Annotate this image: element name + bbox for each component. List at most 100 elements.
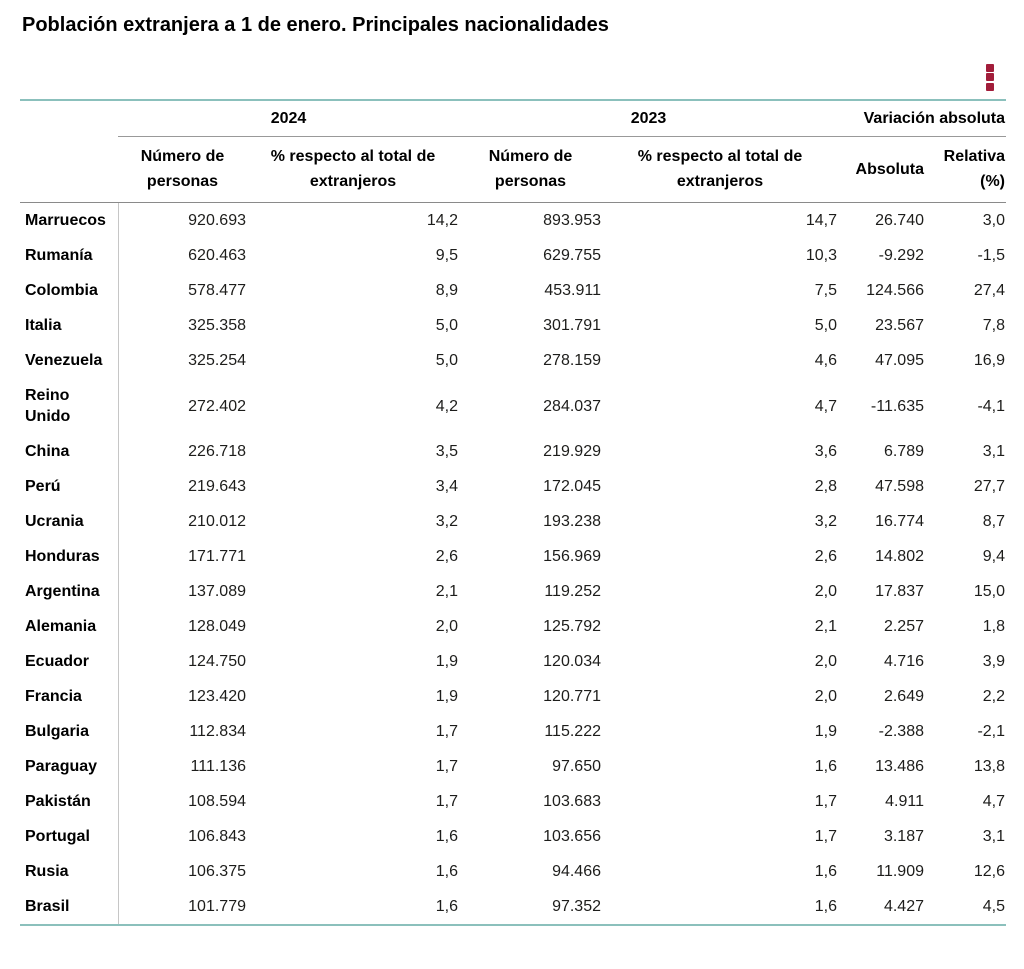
cell: 578.477: [188, 282, 246, 299]
row-label: Alemania: [20, 609, 119, 644]
cell: -1,5: [977, 247, 1006, 264]
cell: 12,6: [973, 863, 1006, 880]
cell: 4,2: [435, 397, 458, 415]
cell: 156.969: [543, 548, 601, 565]
table-row: Francia 123.420 1,9 120.771 2,0 2.649 2,2: [20, 679, 1006, 714]
table-row: Ecuador 124.750 1,9 120.034 2,0 4.716 3,9: [20, 644, 1006, 679]
cell: -11.635: [870, 397, 924, 415]
cell: 2,0: [814, 583, 837, 600]
cell: 9,4: [982, 548, 1006, 565]
cell: 2.257: [883, 618, 924, 635]
options-menu-button[interactable]: [986, 62, 994, 92]
row-label: Pakistán: [20, 784, 119, 819]
table-row: Brasil 101.779 1,6 97.352 1,6 4.427 4,5: [20, 889, 1006, 925]
table-row: Italia 325.358 5,0 301.791 5,0 23.567 7,8: [20, 308, 1006, 343]
cell: 124.566: [866, 282, 924, 299]
cell: -2.388: [878, 723, 924, 740]
cell: 3,2: [435, 513, 458, 530]
cell: 16.774: [875, 513, 924, 530]
cell: 124.750: [188, 653, 246, 670]
cell: 1,6: [814, 898, 837, 915]
row-label: Paraguay: [20, 749, 119, 784]
cell: 6.789: [883, 443, 924, 460]
table-row: Rumanía 620.463 9,5 629.755 10,3 -9.292 -1,5: [20, 238, 1006, 273]
row-label: Brasil: [20, 889, 119, 925]
cell: 1,6: [435, 828, 458, 845]
kebab-menu-icon: [986, 63, 994, 91]
cell: 106.843: [188, 828, 246, 845]
row-label: Portugal: [20, 819, 119, 854]
cell: 1,9: [435, 688, 458, 705]
cell: 219.643: [188, 478, 246, 495]
cell: 219.929: [543, 443, 601, 460]
cell: 8,9: [435, 282, 458, 299]
cell: 920.693: [188, 212, 246, 229]
cell: 97.650: [552, 758, 601, 775]
cell: 101.779: [188, 898, 246, 915]
table-row: Honduras 171.771 2,6 156.969 2,6 14.802 9,4: [20, 539, 1006, 574]
table-row: China 226.718 3,5 219.929 3,6 6.789 3,1: [20, 434, 1006, 469]
row-label: Rumanía: [20, 238, 119, 273]
cell: -9.292: [878, 247, 924, 264]
table-row: Paraguay 111.136 1,7 97.650 1,6 13.486 13,8: [20, 749, 1006, 784]
cell: 137.089: [188, 583, 246, 600]
cell: 210.012: [188, 513, 246, 530]
table-row: Marruecos 920.693 14,2 893.953 14,7 26.740 3,0: [20, 202, 1006, 238]
table-row: Bulgaria 112.834 1,7 115.222 1,9 -2.388 -2,1: [20, 714, 1006, 749]
table-row: Argentina 137.089 2,1 119.252 2,0 17.837 15,0: [20, 574, 1006, 609]
row-label: Italia: [20, 308, 119, 343]
cell: 3,5: [435, 443, 458, 460]
cell: 272.402: [188, 397, 246, 415]
table-body: Marruecos 920.693 14,2 893.953 14,7 26.740 3,0…: [20, 202, 1006, 925]
table-row: Rusia 106.375 1,6 94.466 1,6 11.909 12,6: [20, 854, 1006, 889]
cell: 3,9: [982, 653, 1006, 670]
cell: 3,0: [982, 212, 1006, 229]
cell: 108.594: [188, 793, 246, 810]
cell: 172.045: [543, 478, 601, 495]
row-label: Honduras: [20, 539, 119, 574]
cell: 128.049: [188, 618, 246, 635]
column-group-2023: 2023: [459, 100, 838, 137]
cell: 4,7: [982, 793, 1006, 810]
table-row: Colombia 578.477 8,9 453.911 7,5 124.566 27,4: [20, 273, 1006, 308]
cell: 1,7: [435, 758, 458, 775]
row-label: Bulgaria: [20, 714, 119, 749]
cell: 2,0: [435, 618, 458, 635]
cell: 26.740: [875, 212, 924, 229]
table-row: Pakistán 108.594 1,7 103.683 1,7 4.911 4,7: [20, 784, 1006, 819]
header-2024-numero-personas: Número de personas: [118, 136, 247, 203]
cell: 10,3: [805, 247, 837, 264]
page-title: Población extranjera a 1 de enero. Princ…: [22, 14, 609, 36]
table-row: Ucrania 210.012 3,2 193.238 3,2 16.774 8,7: [20, 504, 1006, 539]
cell: 94.466: [552, 863, 601, 880]
cell: 14,7: [805, 212, 837, 229]
cell: 4,7: [814, 397, 837, 415]
cell: 226.718: [188, 443, 246, 460]
cell: 2.649: [883, 688, 924, 705]
cell: 1,6: [435, 898, 458, 915]
cell: 13.486: [875, 758, 924, 775]
cell: 629.755: [543, 247, 601, 264]
cell: 4.427: [883, 898, 924, 915]
cell: 9,5: [435, 247, 458, 264]
table-row: Portugal 106.843 1,6 103.656 1,7 3.187 3,1: [20, 819, 1006, 854]
cell: 1,8: [982, 618, 1006, 635]
row-label: Ecuador: [20, 644, 119, 679]
cell: 171.771: [188, 548, 246, 565]
cell: 97.352: [552, 898, 601, 915]
cell: 106.375: [188, 863, 246, 880]
cell: 103.683: [543, 793, 601, 810]
cell: 1,7: [814, 828, 837, 845]
header-variacion-relativa: Relativa (%): [925, 136, 1007, 203]
column-group-header-row: 2024 2023 Variación absoluta: [20, 100, 1007, 137]
header-2024-pct-extranjeros: % respecto al total de extranjeros: [247, 136, 459, 203]
sub-header-row: Número de personas % respecto al total d…: [20, 136, 1007, 203]
row-label: Perú: [20, 469, 119, 504]
table-row: Perú 219.643 3,4 172.045 2,8 47.598 27,7: [20, 469, 1006, 504]
cell: 8,7: [982, 513, 1006, 530]
cell: 2,1: [435, 583, 458, 600]
cell: 13,8: [973, 758, 1006, 775]
row-label: Marruecos: [20, 202, 119, 238]
cell: 1,9: [435, 653, 458, 670]
column-group-variacion-absoluta: Variación absoluta: [838, 100, 1007, 137]
